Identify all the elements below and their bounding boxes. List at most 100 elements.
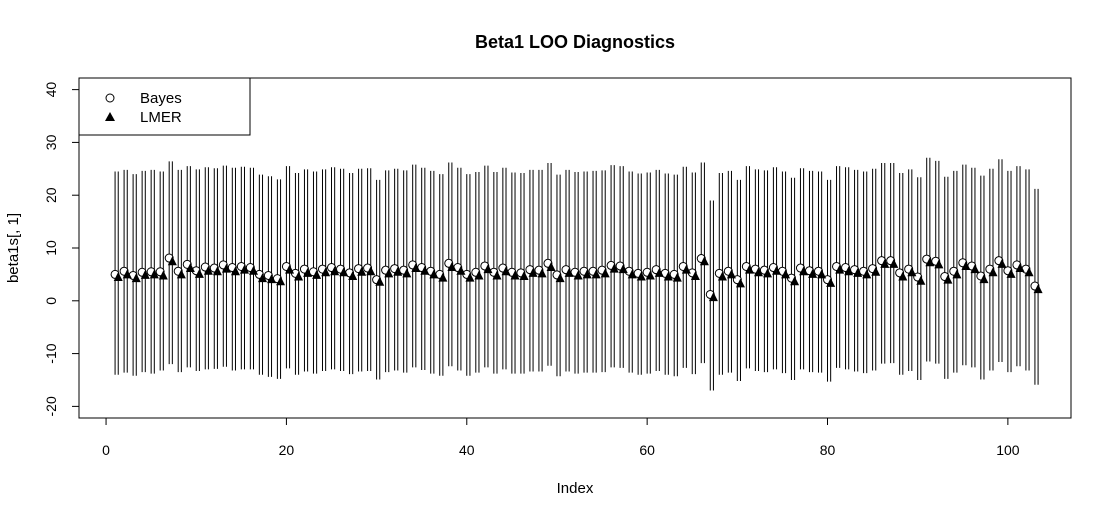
lmer-point (925, 257, 935, 267)
lmer-point (203, 265, 213, 275)
lmer-point (1033, 284, 1043, 294)
lmer-point (429, 269, 439, 279)
lmer-point (943, 274, 953, 284)
lmer-point (1024, 267, 1034, 277)
lmer-point (961, 260, 971, 270)
lmer-point (907, 267, 917, 277)
lmer-point (916, 275, 926, 285)
lmer-point (871, 266, 881, 276)
x-tick-label: 20 (279, 442, 295, 458)
lmer-point (754, 267, 764, 277)
lmer-point (717, 271, 727, 281)
lmer-point (402, 268, 412, 278)
lmer-point (285, 264, 295, 274)
legend-lmer-label: LMER (140, 109, 182, 126)
lmer-point (835, 264, 845, 274)
lmer-point (988, 267, 998, 277)
lmer-point (826, 277, 836, 287)
lmer-point (672, 272, 682, 282)
y-axis-label: beta1s[, 1] (5, 213, 22, 283)
lmer-point (735, 278, 745, 288)
lmer-point (438, 272, 448, 282)
lmer-point (465, 272, 475, 282)
lmer-point (564, 267, 574, 277)
lmer-point (609, 263, 619, 273)
y-tick-label: 0 (43, 297, 59, 305)
lmer-point (267, 274, 277, 284)
lmer-point (393, 266, 403, 276)
lmer-point (880, 258, 890, 268)
lmer-point (1015, 263, 1025, 273)
lmer-point (654, 267, 664, 277)
lmer-point (997, 258, 1007, 268)
lmer-point (745, 264, 755, 274)
lmer-point (817, 269, 827, 279)
lmer-point (212, 266, 222, 276)
lmer-point (537, 268, 547, 278)
lmer-point (699, 256, 709, 266)
lmer-point (591, 269, 601, 279)
lmer-point (681, 264, 691, 274)
lmer-point (970, 264, 980, 274)
lmer-point (411, 263, 421, 273)
lmer-point (889, 258, 899, 268)
lmer-point (510, 270, 520, 280)
lmer-point (348, 270, 358, 280)
lmer-point (194, 268, 204, 278)
lmer-point (934, 259, 944, 269)
lmer-point (781, 269, 791, 279)
lmer-point (384, 268, 394, 278)
lmer-point (663, 271, 673, 281)
lmer-point (763, 268, 773, 278)
y-tick-label: -10 (43, 343, 59, 363)
lmer-point (853, 267, 863, 277)
lmer-point (799, 266, 809, 276)
lmer-point (456, 265, 466, 275)
lmer-point (158, 270, 168, 280)
lmer-point (573, 270, 583, 280)
lmer-point (149, 269, 159, 279)
lmer-point (952, 269, 962, 279)
lmer-point (420, 265, 430, 275)
lmer-point (167, 256, 177, 266)
lmer-point (474, 270, 484, 280)
lmer-point (645, 270, 655, 280)
x-tick-label: 100 (996, 442, 1020, 458)
lmer-point (501, 266, 511, 276)
lmer-point (122, 269, 132, 279)
lmer-point (582, 269, 592, 279)
lmer-point (862, 269, 872, 279)
lmer-point (492, 270, 502, 280)
lmer-point (221, 263, 231, 273)
legend: Bayes LMER (78, 77, 251, 136)
legend-lmer-marker (105, 112, 115, 121)
y-tick-label: -20 (43, 396, 59, 416)
lmer-point (230, 266, 240, 276)
lmer-point (366, 266, 376, 276)
lmer-point (131, 273, 141, 283)
lmer-point (312, 269, 322, 279)
legend-box (78, 77, 251, 136)
lmer-point (339, 267, 349, 277)
lmer-point (979, 274, 989, 284)
lmer-point (555, 273, 565, 283)
lmer-point (546, 262, 556, 272)
lmer-point (519, 270, 529, 280)
x-tick-label: 60 (639, 442, 655, 458)
lmer-point (772, 265, 782, 275)
lmer-point (528, 267, 538, 277)
lmer-point (176, 269, 186, 279)
lmer-point (690, 270, 700, 280)
y-tick-label: 20 (43, 187, 59, 203)
lmer-point (447, 262, 457, 272)
x-tick-label: 80 (820, 442, 836, 458)
lmer-point (357, 266, 367, 276)
lmer-point (249, 265, 259, 275)
lmer-point (375, 276, 385, 286)
y-tick-label: 30 (43, 134, 59, 150)
lmer-point (618, 264, 628, 274)
y-axis: -20 -10 0 10 20 30 40 (43, 82, 80, 417)
lmer-point (1006, 268, 1016, 278)
lmer-point (898, 271, 908, 281)
